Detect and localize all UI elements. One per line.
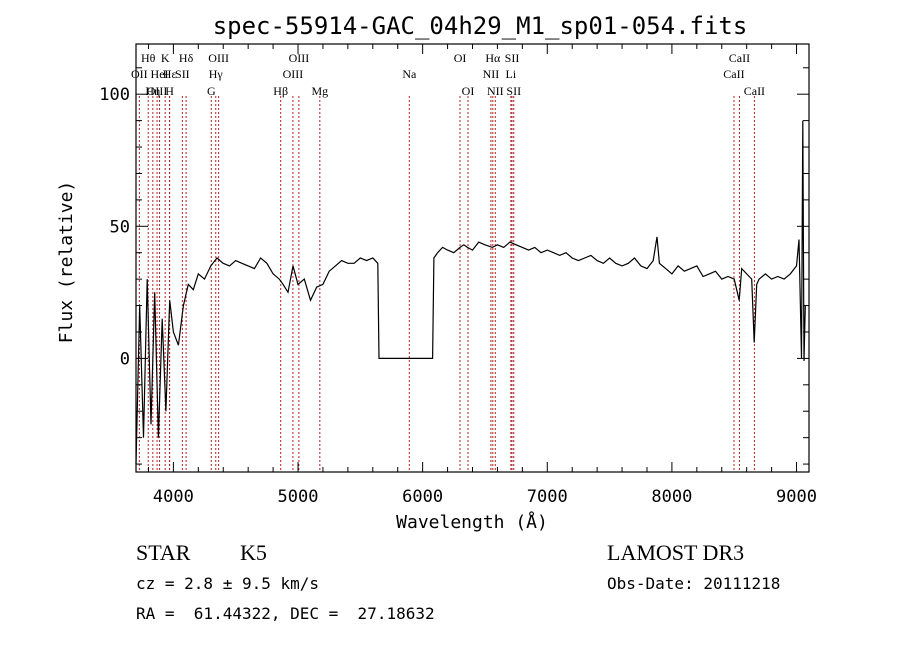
y-axis-ticks: 0 50 100 <box>99 67 809 465</box>
line-label: OIII <box>283 67 304 81</box>
line-label: Li <box>506 67 517 81</box>
line-label: OIII <box>208 51 229 65</box>
line-label: Hβ <box>273 84 288 98</box>
line-label: SII <box>505 51 520 65</box>
line-label: H <box>165 84 174 98</box>
line-label: G <box>207 84 216 98</box>
y-tick-label: 100 <box>99 85 130 105</box>
line-label: OI <box>462 84 475 98</box>
x-tick-label: 9000 <box>776 487 817 507</box>
line-label: OII <box>131 67 148 81</box>
line-label: Mg <box>311 84 328 98</box>
survey-name: LAMOST DR3 <box>607 540 744 565</box>
line-label: SII <box>506 84 521 98</box>
line-label: OIII <box>147 84 168 98</box>
line-label: NII <box>483 67 500 81</box>
line-label: CaII <box>744 84 765 98</box>
line-label: SII <box>175 67 190 81</box>
line-label: CaII <box>729 51 750 65</box>
line-markers <box>138 96 755 472</box>
line-label: NII <box>487 84 504 98</box>
plot-frame <box>135 43 810 473</box>
y-axis-label: Flux (relative) <box>56 181 77 344</box>
line-label: Na <box>402 67 417 81</box>
x-tick-label: 6000 <box>402 487 443 507</box>
line-label: HeI <box>151 67 169 81</box>
object-class: STAR <box>136 540 191 565</box>
flux-series-line <box>135 120 806 465</box>
x-tick-label: 8000 <box>651 487 692 507</box>
line-label: Hθ <box>141 51 156 65</box>
x-axis-label: Wavelength (Å) <box>396 511 548 533</box>
y-tick-label: 0 <box>120 349 130 369</box>
y-tick-label: 50 <box>110 217 130 237</box>
x-tick-label: 5000 <box>278 487 319 507</box>
redshift-velocity: cz = 2.8 ± 9.5 km/s <box>136 574 319 593</box>
line-label: K <box>161 51 170 65</box>
line-label: Hδ <box>179 51 194 65</box>
observation-date: Obs-Date: 20111218 <box>607 574 780 593</box>
coordinates: RA = 61.44322, DEC = 27.18632 <box>136 604 435 623</box>
line-label: OIII <box>289 51 310 65</box>
line-label: Hα <box>485 51 501 65</box>
line-label: OI <box>454 51 467 65</box>
line-label: Hε <box>163 67 177 81</box>
line-label: Hγ <box>209 67 224 81</box>
x-tick-label: 4000 <box>153 487 194 507</box>
x-axis-ticks: 4000 5000 6000 7000 8000 9000 <box>147 44 817 507</box>
line-label: Hη <box>145 84 160 98</box>
line-label: CaII <box>723 67 744 81</box>
chart-title: spec-55914-GAC_04h29_M1_sp01-054.fits <box>213 12 748 40</box>
x-tick-label: 7000 <box>527 487 568 507</box>
object-subclass: K5 <box>240 540 267 565</box>
